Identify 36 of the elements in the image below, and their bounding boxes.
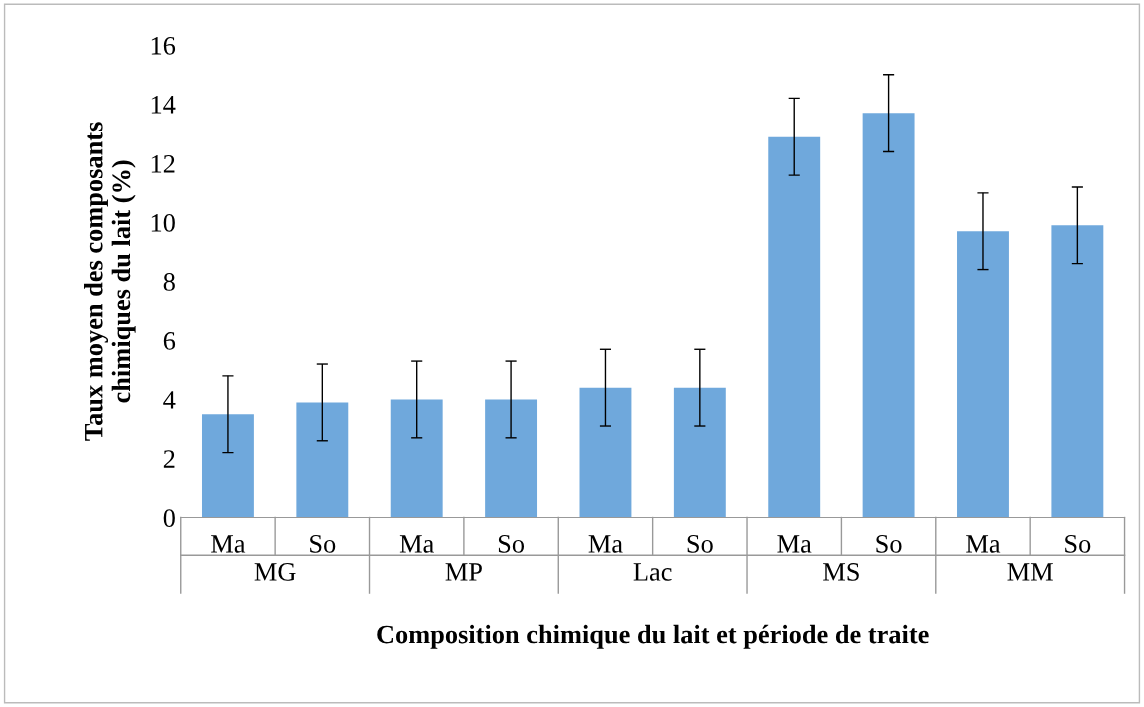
- y-tick-label: 10: [151, 213, 175, 232]
- x-tick-label: Ma: [777, 535, 812, 553]
- x-tick-label: So: [1065, 535, 1091, 553]
- bar: [957, 231, 1009, 518]
- bar: [673, 387, 726, 518]
- text: MP: [445, 563, 482, 581]
- x-tick-label: So: [498, 535, 525, 553]
- x-tick-label: Ma: [966, 535, 1001, 553]
- x-tick-label: So: [310, 535, 336, 553]
- x-tick-label: Ma: [399, 535, 434, 553]
- x-tick-label: Ma: [588, 535, 623, 553]
- bar: [390, 399, 443, 518]
- x-tick-label: So: [687, 535, 713, 553]
- bar: [485, 399, 538, 518]
- y-tick-label: 4: [163, 391, 176, 409]
- bar: [1051, 225, 1104, 518]
- x-tick-label: So: [876, 535, 902, 553]
- text: Lac: [633, 563, 672, 581]
- x-axis-title: Composition chimique du lait et période de traite: [377, 624, 929, 649]
- y-tick-label: 6: [163, 332, 176, 350]
- y-tick-label: 14: [151, 96, 176, 114]
- bar: [579, 387, 632, 518]
- x-tick-label: Ma: [211, 535, 246, 553]
- y-tick-label: 16: [151, 36, 176, 55]
- bar: [201, 414, 254, 518]
- bar: [296, 402, 349, 518]
- bar: [768, 136, 821, 518]
- bar: [862, 113, 915, 518]
- y-tick-label: 8: [163, 272, 175, 291]
- text: MM: [1007, 563, 1053, 581]
- text: MS: [823, 563, 859, 581]
- text: MG: [254, 563, 296, 581]
- y-tick-label: 12: [151, 155, 175, 173]
- y-axis-title: Taux moyen des composants chimiques du lait (%): [84, 122, 136, 441]
- y-tick-label: 0: [163, 509, 175, 527]
- y-tick-label: 2: [163, 450, 175, 468]
